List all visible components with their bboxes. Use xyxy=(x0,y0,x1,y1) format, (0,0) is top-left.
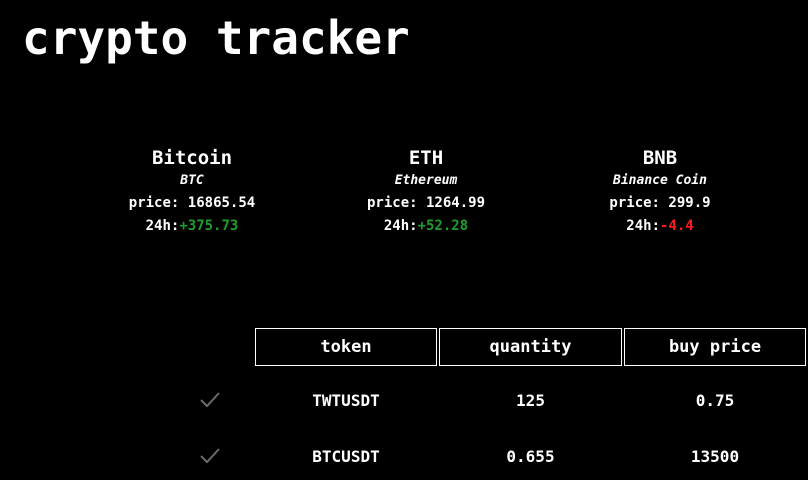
table-row: TWTUSDT 125 0.75 xyxy=(0,380,808,420)
price-label: price: xyxy=(366,195,418,211)
coin-price-line: price: 1264.99 xyxy=(326,192,526,215)
cell-token: BTCUSDT xyxy=(312,446,380,466)
coin-change: -4.4 xyxy=(660,218,694,234)
coin-change-line: 24h:+52.28 xyxy=(326,215,526,238)
coin-symbol: Binance Coin xyxy=(613,173,707,188)
cell-buy-price: 13500 xyxy=(690,446,740,466)
cell-quantity: 125 xyxy=(516,390,545,410)
coin-card-eth: ETH Ethereum price: 1264.99 24h:+52.28 xyxy=(326,146,526,238)
check-icon[interactable] xyxy=(196,444,224,468)
coin-price: 1264.99 xyxy=(426,195,486,211)
column-header-quantity: quantity xyxy=(439,328,622,366)
change-label: 24h: xyxy=(145,218,180,234)
coin-cards: Bitcoin BTC price: 16865.54 24h:+375.73 … xyxy=(0,146,808,246)
app-title: crypto tracker xyxy=(22,11,410,65)
cell-quantity: 0.655 xyxy=(506,446,555,466)
coin-price: 299.9 xyxy=(668,195,711,211)
coin-name: Bitcoin xyxy=(151,147,233,169)
coin-price-line: price: 16865.54 xyxy=(92,192,292,215)
coin-change-line: 24h:+375.73 xyxy=(92,215,292,238)
table-row: BTCUSDT 0.655 13500 xyxy=(0,436,808,476)
coin-name: ETH xyxy=(408,147,444,169)
coin-change: +375.73 xyxy=(179,218,239,234)
coin-symbol: Ethereum xyxy=(394,173,458,188)
cell-token: TWTUSDT xyxy=(312,390,380,410)
price-label: price: xyxy=(128,195,180,211)
change-label: 24h: xyxy=(626,218,660,234)
coin-symbol: BTC xyxy=(180,173,204,188)
coin-change: +52.28 xyxy=(417,218,469,234)
holdings-table: token quantity buy price TWTUSDT 125 0.7… xyxy=(0,328,808,480)
coin-price: 16865.54 xyxy=(187,195,256,211)
coin-change-line: 24h:-4.4 xyxy=(560,215,760,238)
price-label: price: xyxy=(609,195,660,211)
coin-card-bitcoin: Bitcoin BTC price: 16865.54 24h:+375.73 xyxy=(92,146,292,238)
cell-buy-price: 0.75 xyxy=(695,390,735,410)
coin-price-line: price: 299.9 xyxy=(560,192,760,215)
change-label: 24h: xyxy=(383,218,418,234)
coin-card-bnb: BNB Binance Coin price: 299.9 24h:-4.4 xyxy=(560,146,760,238)
column-header-token: token xyxy=(255,328,437,366)
column-header-buy-price: buy price xyxy=(624,328,806,366)
coin-name: BNB xyxy=(642,147,678,169)
check-icon[interactable] xyxy=(196,388,224,412)
